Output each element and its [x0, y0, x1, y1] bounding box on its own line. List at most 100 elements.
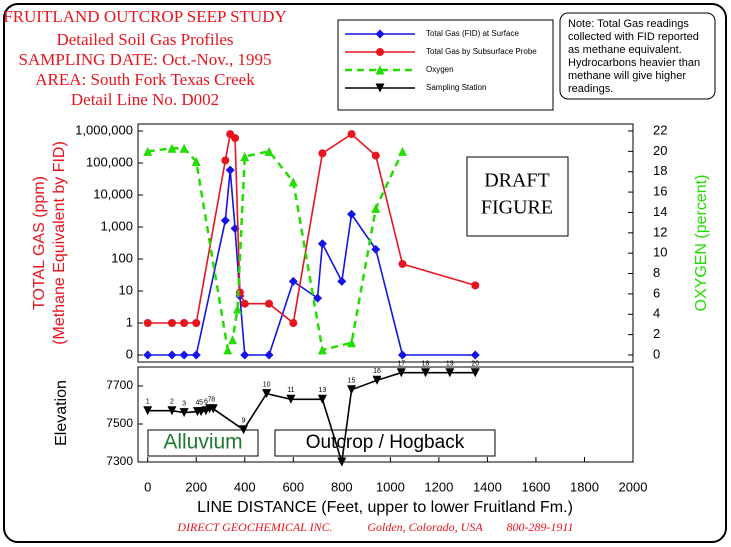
- data-point: [471, 281, 480, 290]
- draft-label: DRAFT: [484, 170, 550, 192]
- station-label: 3: [182, 400, 186, 407]
- data-point: [288, 276, 298, 286]
- x-tick-label: 1000: [376, 479, 405, 494]
- station-label: 20: [471, 361, 479, 368]
- data-point: [396, 368, 406, 378]
- data-point: [264, 350, 274, 360]
- data-point: [337, 276, 347, 286]
- data-point: [372, 375, 382, 385]
- data-point: [347, 385, 357, 395]
- data-point: [398, 259, 407, 268]
- data-point: [347, 338, 357, 348]
- data-point: [239, 425, 249, 435]
- note-text: collected with FID reported: [568, 31, 699, 43]
- y-tick-label: 10,000: [93, 186, 133, 201]
- draft-label: FIGURE: [481, 197, 553, 219]
- y2-tick-label: 2: [653, 326, 660, 341]
- data-point: [313, 293, 323, 303]
- x-tick-label: 200: [185, 479, 207, 494]
- chart-subtitle: Detailed Soil Gas Profiles: [56, 30, 233, 49]
- data-point: [288, 177, 298, 187]
- y-tick-label: 7500: [106, 416, 133, 430]
- legend-marker: [375, 29, 385, 39]
- data-point: [208, 404, 218, 414]
- data-point: [179, 408, 189, 418]
- y-tick-label: 7300: [106, 454, 133, 468]
- y2-tick-label: 4: [653, 306, 660, 321]
- y-tick-label: 7700: [106, 378, 133, 392]
- data-point: [192, 319, 201, 327]
- legend-label: Total Gas by Subsurface Probe: [426, 47, 537, 56]
- station-label: 13: [319, 387, 327, 394]
- x-axis-label: LINE DISTANCE (Feet, upper to lower Frui…: [197, 499, 573, 516]
- y2-tick-label: 12: [653, 224, 667, 239]
- y-tick-label: 1,000,000: [75, 122, 133, 137]
- page-border: [3, 3, 727, 543]
- data-point: [317, 239, 327, 249]
- station-label: 11: [287, 387, 294, 394]
- x-tick-label: 2000: [619, 479, 648, 494]
- series-line: [147, 132, 476, 325]
- data-point: [191, 350, 201, 360]
- legend-label: Oxygen: [426, 65, 454, 74]
- station-label: 4: [195, 399, 199, 406]
- data-point: [143, 146, 153, 156]
- y2-tick-label: 0: [653, 346, 660, 361]
- data-point: [317, 394, 327, 404]
- data-point: [143, 319, 152, 327]
- data-point: [143, 406, 153, 416]
- x-tick-label: 1400: [473, 479, 502, 494]
- station-label: 9: [242, 418, 246, 425]
- y2-tick-label: 14: [653, 204, 667, 219]
- legend-label: Sampling Station: [426, 83, 486, 92]
- data-point: [421, 368, 431, 378]
- data-point: [167, 319, 176, 327]
- note-text: methane will give higher: [568, 70, 686, 82]
- data-point: [371, 203, 381, 213]
- station-label: 6: [204, 399, 208, 406]
- data-point: [397, 146, 407, 156]
- data-point: [347, 130, 356, 139]
- legend-box: [337, 19, 554, 111]
- y-tick-label: 10: [119, 282, 133, 297]
- data-point: [225, 165, 235, 175]
- station-label: 15: [348, 378, 356, 385]
- data-point: [143, 350, 153, 360]
- draft-box: [466, 156, 569, 237]
- data-point: [445, 368, 455, 378]
- x-tick-label: 800: [331, 479, 353, 494]
- zone-label: Alluvium: [163, 431, 242, 454]
- data-point: [347, 209, 357, 219]
- y2-tick-label: 18: [653, 163, 667, 178]
- x-tick-label: 600: [282, 479, 304, 494]
- station-label: 17: [397, 361, 405, 368]
- data-point: [240, 299, 249, 308]
- data-point: [317, 345, 327, 355]
- station-label: 5: [199, 399, 203, 406]
- note-text: as methane equivalent.: [568, 44, 682, 56]
- data-point: [264, 146, 274, 156]
- data-point: [180, 319, 189, 327]
- y2-tick-label: 22: [653, 122, 667, 137]
- x-tick-label: 1200: [424, 479, 453, 494]
- data-point: [231, 134, 240, 143]
- zone-box: [147, 429, 259, 457]
- top-plot-frame: [137, 123, 634, 363]
- y2-tick-label: 10: [653, 245, 667, 260]
- data-point: [179, 143, 189, 153]
- x-tick-label: 1800: [570, 479, 599, 494]
- zone-box: [274, 429, 496, 457]
- y-tick-label: 100,000: [86, 154, 133, 169]
- x-tick-label: 0: [144, 479, 151, 494]
- data-point: [265, 299, 274, 308]
- legend-marker: [376, 48, 384, 56]
- data-point: [167, 350, 177, 360]
- footer-text: DIRECT GEOCHEMICAL INC.: [176, 520, 332, 534]
- legend-marker: [375, 83, 385, 93]
- x-tick-label: 1600: [521, 479, 550, 494]
- y-tick-label: 0: [126, 346, 133, 361]
- chart-subtitle: Detail Line No. D002: [71, 90, 219, 109]
- data-point: [240, 350, 250, 360]
- station-label: 7: [208, 397, 212, 404]
